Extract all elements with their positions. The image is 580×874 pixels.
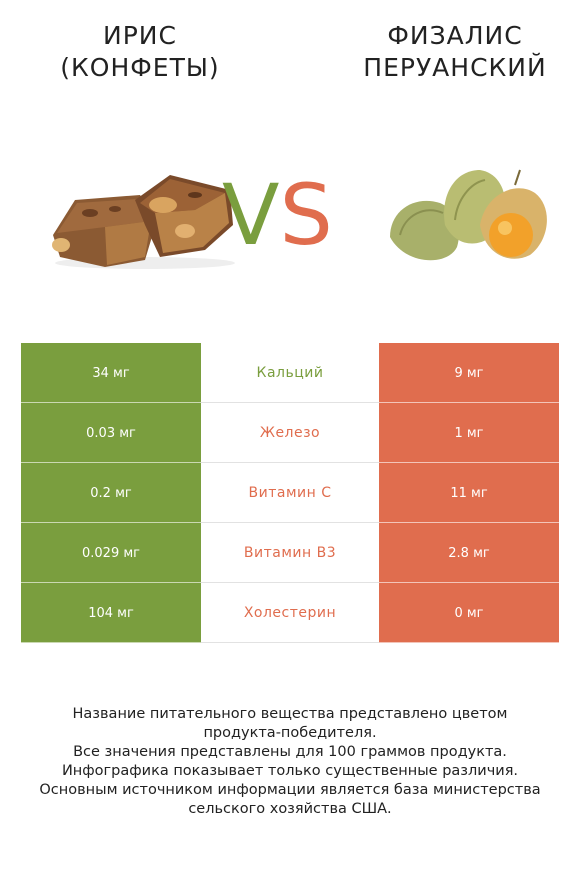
vs-v-letter: V [222, 166, 280, 264]
right-value: 2.8 мг [379, 523, 559, 583]
nutrient-label: Холестерин [243, 605, 337, 621]
comparison-row: 34 мг Кальций 9 мг [21, 343, 559, 403]
left-value: 0.2 мг [21, 463, 201, 523]
right-food-title-line-2: ПЕРУАНСКИЙ [363, 53, 547, 82]
right-food-title: ФИЗАЛИС ПЕРУАНСКИЙ [345, 20, 565, 84]
comparison-row: 0.03 мг Железо 1 мг [21, 403, 559, 463]
nutrient-label: Железо [259, 425, 321, 441]
left-value: 0.03 мг [21, 403, 201, 463]
vs-s-letter: S [279, 166, 333, 264]
row-divider [379, 462, 559, 463]
footer-line-3: Все значения представлены для 100 граммо… [73, 744, 507, 760]
row-divider [201, 582, 379, 583]
row-divider [21, 402, 201, 403]
left-value: 104 мг [21, 583, 201, 643]
row-divider [379, 402, 559, 403]
left-food-title: ИРИС (КОНФЕТЫ) [30, 20, 250, 84]
left-food-title-line-2: (КОНФЕТЫ) [60, 53, 220, 82]
nutrient-label: Кальций [256, 365, 324, 381]
footer-line-1: Название питательного вещества представл… [72, 706, 508, 722]
right-value: 11 мг [379, 463, 559, 523]
nutrient-label: Витамин B3 [243, 545, 337, 561]
row-divider [379, 582, 559, 583]
row-divider [21, 462, 201, 463]
right-value: 9 мг [379, 343, 559, 403]
right-value: 0 мг [379, 583, 559, 643]
row-divider [379, 522, 559, 523]
row-divider [201, 462, 379, 463]
footer-line-2: продукта-победителя. [203, 725, 377, 741]
comparison-row: 0.029 мг Витамин B3 2.8 мг [21, 523, 559, 583]
nutrient-label: Витамин C [248, 485, 332, 501]
footer-line-4: Инфографика показывает только существенн… [61, 763, 519, 779]
footer-line-5: Основным источником информации является … [39, 782, 541, 798]
toffee-image [52, 175, 235, 269]
row-divider [21, 522, 201, 523]
physalis-image [390, 169, 547, 261]
vs-label: VS [222, 170, 352, 260]
left-value: 0.029 мг [21, 523, 201, 583]
right-value: 1 мг [379, 403, 559, 463]
row-divider [201, 642, 379, 643]
left-food-title-line-1: ИРИС [103, 21, 177, 50]
row-divider [21, 582, 201, 583]
row-divider [21, 642, 201, 643]
row-divider [201, 402, 379, 403]
footer-line-6: сельского хозяйства США. [188, 801, 392, 817]
left-value: 34 мг [21, 343, 201, 403]
right-food-title-line-1: ФИЗАЛИС [387, 21, 523, 50]
comparison-row: 0.2 мг Витамин C 11 мг [21, 463, 559, 523]
row-divider [201, 522, 379, 523]
footer-note: Название питательного вещества представл… [20, 705, 560, 819]
comparison-row: 104 мг Холестерин 0 мг [21, 583, 559, 643]
row-divider [379, 642, 559, 643]
